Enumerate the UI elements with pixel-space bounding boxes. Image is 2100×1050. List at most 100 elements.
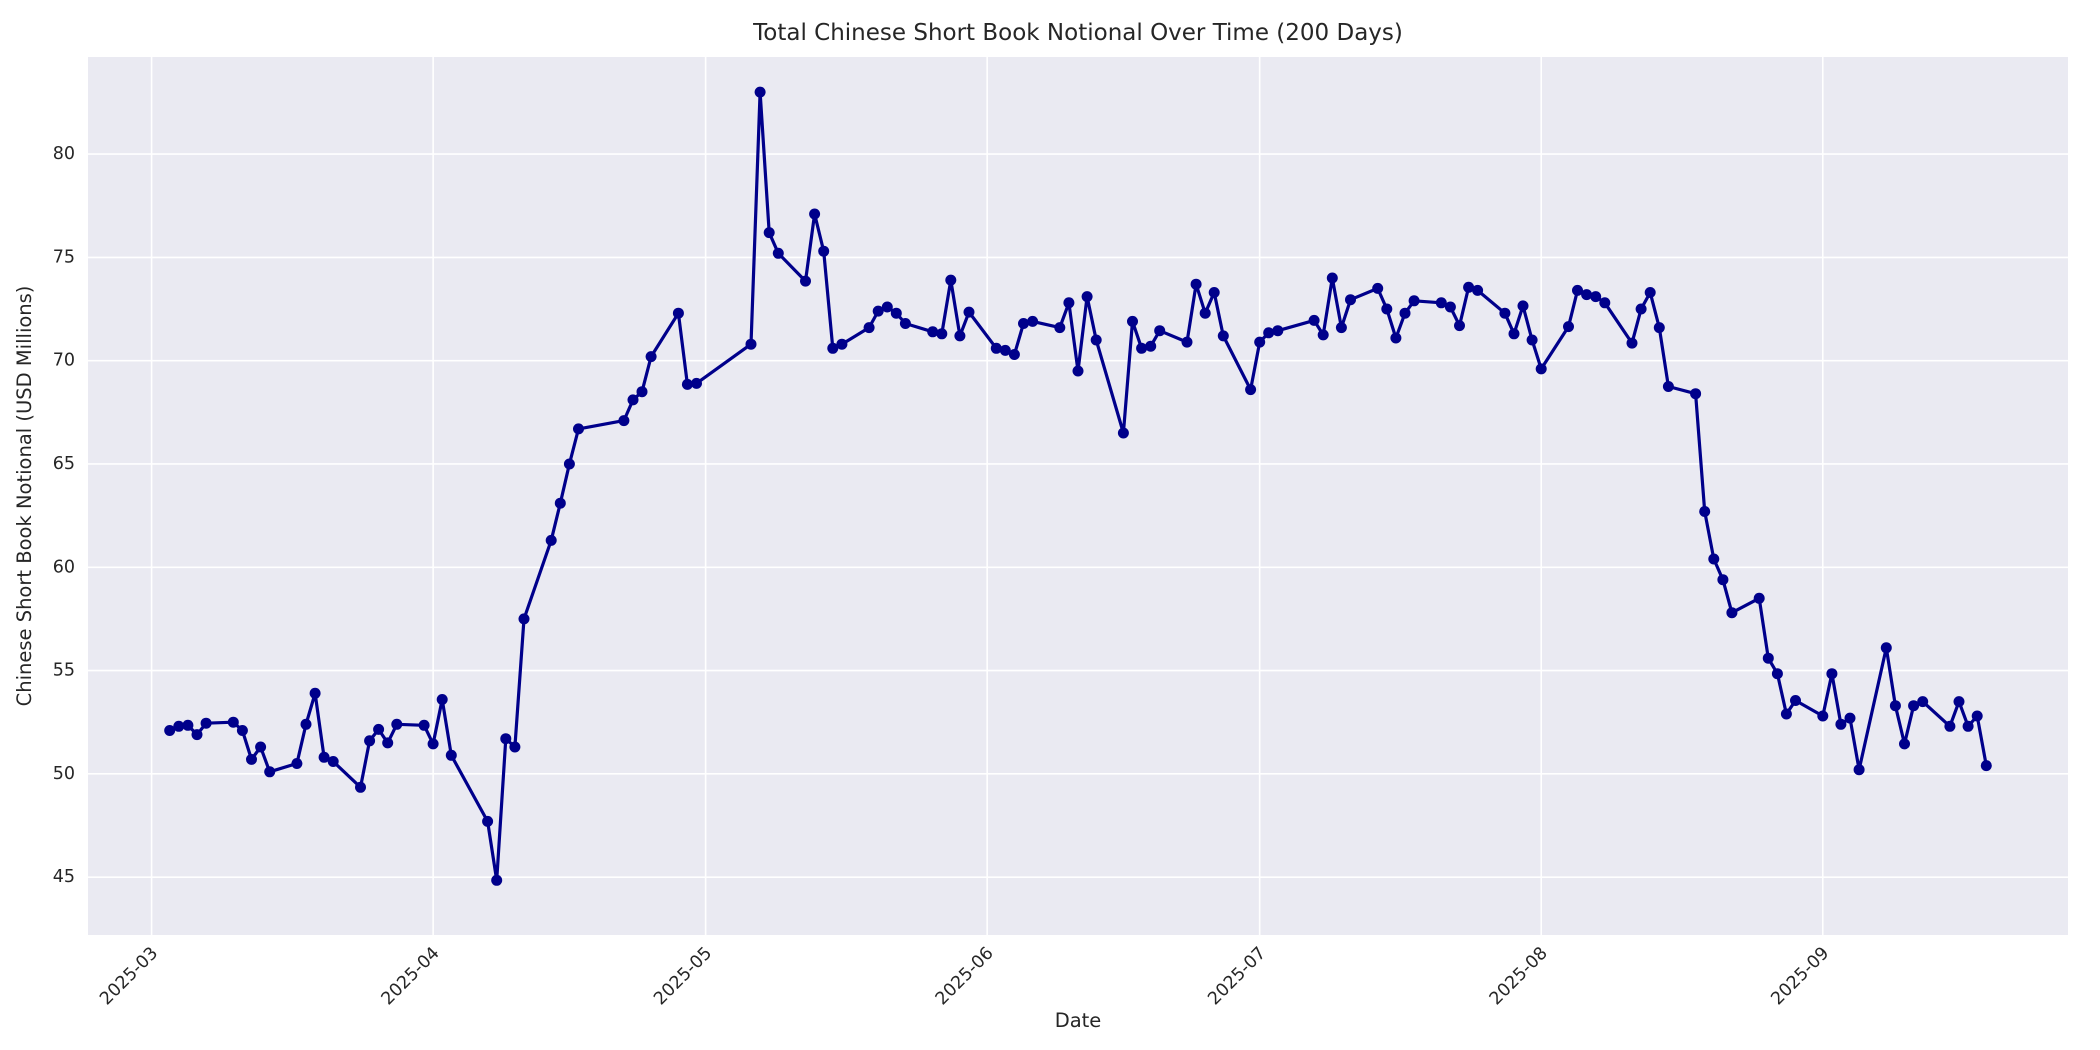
x-tick-label: 2025-07: [1204, 943, 1270, 1009]
data-point: [745, 338, 757, 350]
data-point: [1826, 668, 1838, 680]
data-point: [1844, 712, 1856, 724]
data-point: [1835, 718, 1847, 730]
data-point: [418, 719, 430, 731]
y-tick-label: 45: [53, 867, 75, 887]
data-point: [1753, 592, 1765, 604]
data-point: [1117, 427, 1129, 439]
data-point: [1154, 325, 1166, 337]
y-tick-label: 55: [53, 661, 75, 681]
data-point: [1063, 297, 1075, 309]
data-point: [1136, 342, 1148, 354]
data-point: [1399, 307, 1411, 319]
data-point: [1599, 297, 1611, 309]
data-point: [255, 741, 267, 753]
data-point: [1254, 336, 1266, 348]
data-point: [1790, 695, 1801, 706]
data-point: [1953, 696, 1965, 708]
data-point: [1463, 281, 1475, 293]
data-point: [672, 307, 684, 319]
data-point: [1590, 291, 1602, 303]
data-point: [681, 378, 693, 390]
data-point: [863, 322, 875, 334]
chart-title: Total Chinese Short Book Notional Over T…: [752, 20, 1403, 46]
data-point: [509, 741, 521, 753]
y-tick-label: 60: [53, 557, 75, 577]
data-point: [500, 733, 512, 745]
data-point: [1581, 289, 1593, 301]
data-point: [391, 718, 403, 730]
data-point: [1708, 553, 1720, 565]
data-point: [1572, 284, 1583, 296]
data-point: [872, 305, 884, 317]
data-point: [691, 377, 702, 389]
data-point: [1535, 363, 1547, 375]
data-point: [890, 307, 902, 319]
data-point: [436, 694, 448, 705]
data-point: [1181, 336, 1193, 348]
data-point: [1008, 349, 1020, 360]
data-point: [1199, 307, 1211, 319]
data-line: [168, 90, 1988, 882]
data-point: [1853, 764, 1865, 776]
data-point: [1435, 297, 1447, 309]
data-point: [1272, 325, 1284, 337]
data-point: [1980, 760, 1992, 772]
data-point: [1245, 384, 1257, 396]
data-point: [545, 534, 557, 546]
data-point: [173, 720, 185, 732]
x-tick-label: 2025-05: [650, 943, 716, 1009]
data-point: [645, 351, 657, 363]
data-point: [809, 208, 821, 220]
data-point: [881, 301, 893, 313]
data-point: [772, 247, 784, 259]
data-point: [1644, 287, 1656, 298]
data-point: [1263, 327, 1275, 339]
y-tick-label: 80: [53, 144, 75, 164]
data-point: [1317, 329, 1329, 341]
x-tick-label: 2025-03: [96, 943, 162, 1009]
y-tick-label: 65: [53, 454, 75, 474]
data-point: [1717, 574, 1729, 586]
data-point: [627, 394, 639, 406]
data-point: [1889, 700, 1901, 712]
data-point: [1308, 314, 1320, 326]
data-point: [1971, 710, 1983, 722]
data-point: [518, 613, 530, 625]
data-point: [1054, 322, 1066, 334]
x-axis-label: Date: [1055, 1009, 1102, 1032]
data-point: [1145, 340, 1157, 352]
data-point: [1653, 322, 1665, 334]
data-point: [182, 719, 194, 731]
data-point: [1899, 738, 1910, 750]
data-point: [1908, 700, 1920, 712]
plot-area: [88, 57, 2068, 935]
data-point: [990, 342, 1002, 354]
data-point: [264, 766, 276, 778]
data-point: [236, 725, 248, 736]
data-point: [1917, 696, 1929, 708]
data-point: [963, 306, 975, 318]
data-point: [300, 718, 312, 730]
y-tick-label: 70: [53, 351, 75, 371]
data-point: [1517, 300, 1529, 312]
data-point: [164, 725, 176, 736]
data-point: [1472, 284, 1484, 296]
data-point: [1563, 321, 1574, 333]
data-point: [636, 386, 648, 398]
data-point: [1454, 320, 1465, 332]
data-point: [554, 497, 566, 509]
data-point: [427, 738, 439, 750]
x-tick-label: 2025-04: [378, 943, 444, 1009]
data-point: [618, 415, 630, 427]
data-point: [191, 729, 203, 741]
x-tick-label: 2025-09: [1767, 943, 1833, 1009]
data-point: [754, 86, 766, 98]
y-axis-label: Chinese Short Book Notional (USD Million…: [13, 286, 36, 707]
data-point: [355, 781, 366, 793]
data-point: [563, 458, 575, 470]
data-point: [1072, 365, 1084, 377]
data-point: [1390, 332, 1402, 344]
data-point: [373, 723, 385, 735]
